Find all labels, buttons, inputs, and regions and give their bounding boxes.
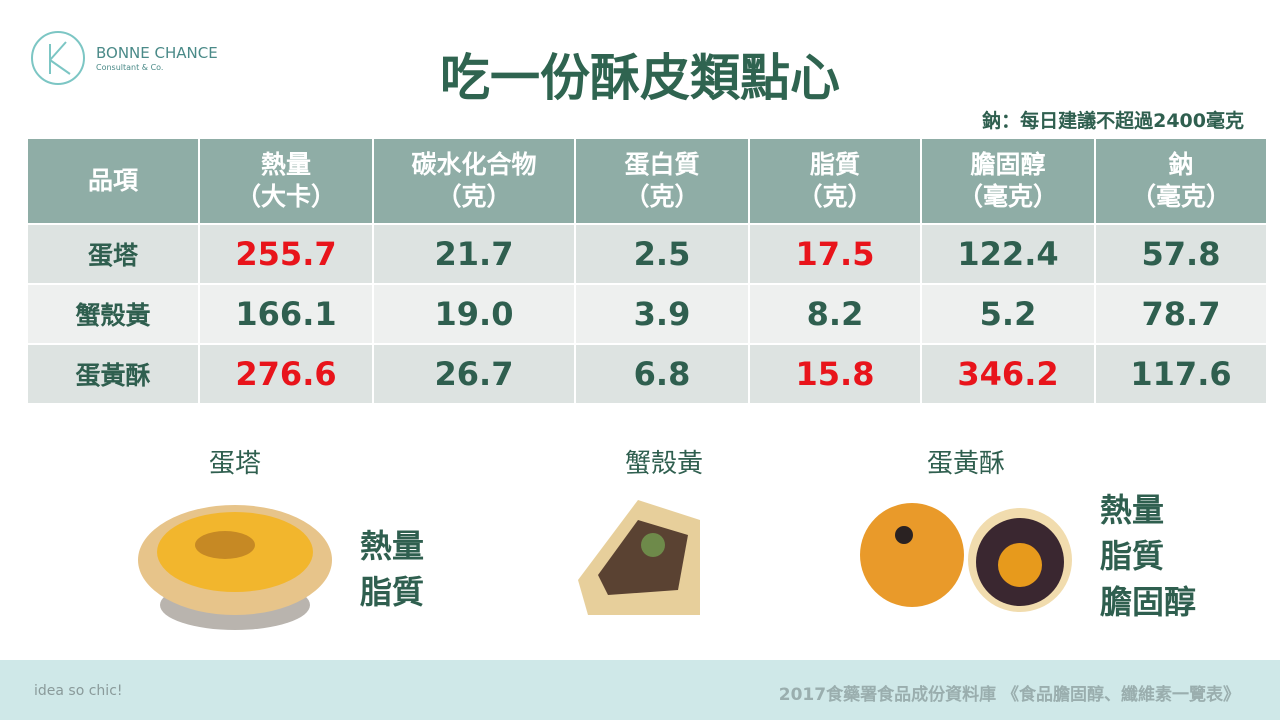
value-cell: 8.2 bbox=[748, 283, 922, 345]
item-cell: 蛋黃酥 bbox=[26, 343, 200, 405]
header-line: （毫克） bbox=[1130, 182, 1231, 211]
logo-mark bbox=[31, 31, 85, 85]
note: 鈉：每日建議不超過2400毫克 bbox=[982, 110, 1244, 132]
egg-tart-image bbox=[138, 505, 332, 630]
crab-shell-image bbox=[578, 500, 700, 615]
concern-list: 熱量 脂質 bbox=[360, 523, 424, 615]
footer-source: 2017食藥署食品成份資料庫 《食品膽固醇、纖維素一覽表》 bbox=[778, 685, 1240, 705]
value-cell: 117.6 bbox=[1094, 343, 1268, 405]
table-row: 蟹殼黃 166.1 19.0 3.9 8.2 5.2 78.7 bbox=[26, 283, 1268, 345]
concern: 脂質 bbox=[1100, 537, 1165, 575]
value-cell: 21.7 bbox=[372, 223, 576, 285]
value-cell: 26.7 bbox=[372, 343, 576, 405]
logo-tagline: Consultant & Co. bbox=[96, 63, 164, 72]
header-line: （克） bbox=[436, 182, 512, 211]
yolk-pastry-image bbox=[860, 503, 1072, 612]
food-name: 蛋塔 bbox=[208, 449, 261, 479]
concern: 熱量 bbox=[360, 527, 425, 565]
header-cell: 碳水化合物 （克） bbox=[372, 137, 576, 225]
item-cell: 蟹殼黃 bbox=[26, 283, 200, 345]
value-cell: 15.8 bbox=[748, 343, 922, 405]
concern: 熱量 bbox=[1100, 491, 1165, 529]
food-name: 蟹殼黃 bbox=[624, 449, 703, 479]
value-cell: 2.5 bbox=[574, 223, 750, 285]
value-cell: 276.6 bbox=[198, 343, 374, 405]
title: 吃一份酥皮類點心 bbox=[440, 49, 840, 107]
header-cell: 膽固醇 （毫克） bbox=[920, 137, 1096, 225]
nutrition-table: 品項 熱量 （大卡） 碳水化合物 （克） 蛋白質 （克） 脂質 （克） 膽固醇 （毫克） 鈉 （毫克） 蛋… bbox=[26, 137, 1268, 405]
food-name: 蛋黃酥 bbox=[926, 449, 1005, 479]
header-line: 熱量 bbox=[260, 150, 311, 179]
value-cell: 78.7 bbox=[1094, 283, 1268, 345]
header-line: 鈉 bbox=[1168, 150, 1194, 179]
header-cell: 蛋白質 （克） bbox=[574, 137, 750, 225]
value-cell: 6.8 bbox=[574, 343, 750, 405]
header-line: 蛋白質 bbox=[624, 150, 700, 179]
value-cell: 3.9 bbox=[574, 283, 750, 345]
header-cell: 脂質 （克） bbox=[748, 137, 922, 225]
value-cell: 122.4 bbox=[920, 223, 1096, 285]
value-cell: 17.5 bbox=[748, 223, 922, 285]
item-cell: 蛋塔 bbox=[26, 223, 200, 285]
header-line: 品項 bbox=[87, 166, 138, 195]
header-line: （克） bbox=[797, 182, 873, 211]
value-cell: 255.7 bbox=[198, 223, 374, 285]
value-cell: 5.2 bbox=[920, 283, 1096, 345]
header-cell: 鈉 （毫克） bbox=[1094, 137, 1268, 225]
table-row: 蛋塔 255.7 21.7 2.5 17.5 122.4 57.8 bbox=[26, 223, 1268, 285]
footer-band bbox=[0, 660, 1280, 720]
header-line: （大卡） bbox=[235, 182, 336, 211]
table-row: 蛋黃酥 276.6 26.7 6.8 15.8 346.2 117.6 bbox=[26, 343, 1268, 405]
logo-name: BONNE CHANCE bbox=[96, 44, 218, 62]
header-cell: 品項 bbox=[26, 137, 200, 225]
value-cell: 19.0 bbox=[372, 283, 576, 345]
concern-list: 熱量 脂質 膽固醇 bbox=[1100, 487, 1196, 625]
concern: 膽固醇 bbox=[1100, 583, 1197, 621]
value-cell: 57.8 bbox=[1094, 223, 1268, 285]
header-line: 膽固醇 bbox=[970, 150, 1046, 179]
concern: 脂質 bbox=[360, 573, 425, 611]
value-cell: 166.1 bbox=[198, 283, 374, 345]
header-line: （克） bbox=[624, 182, 700, 211]
header-cell: 熱量 （大卡） bbox=[198, 137, 374, 225]
header-line: 脂質 bbox=[809, 150, 860, 179]
header-line: （毫克） bbox=[957, 182, 1058, 211]
value-cell: 346.2 bbox=[920, 343, 1096, 405]
header-line: 碳水化合物 bbox=[411, 150, 537, 179]
footer-slogan: idea so chic! bbox=[34, 683, 123, 699]
